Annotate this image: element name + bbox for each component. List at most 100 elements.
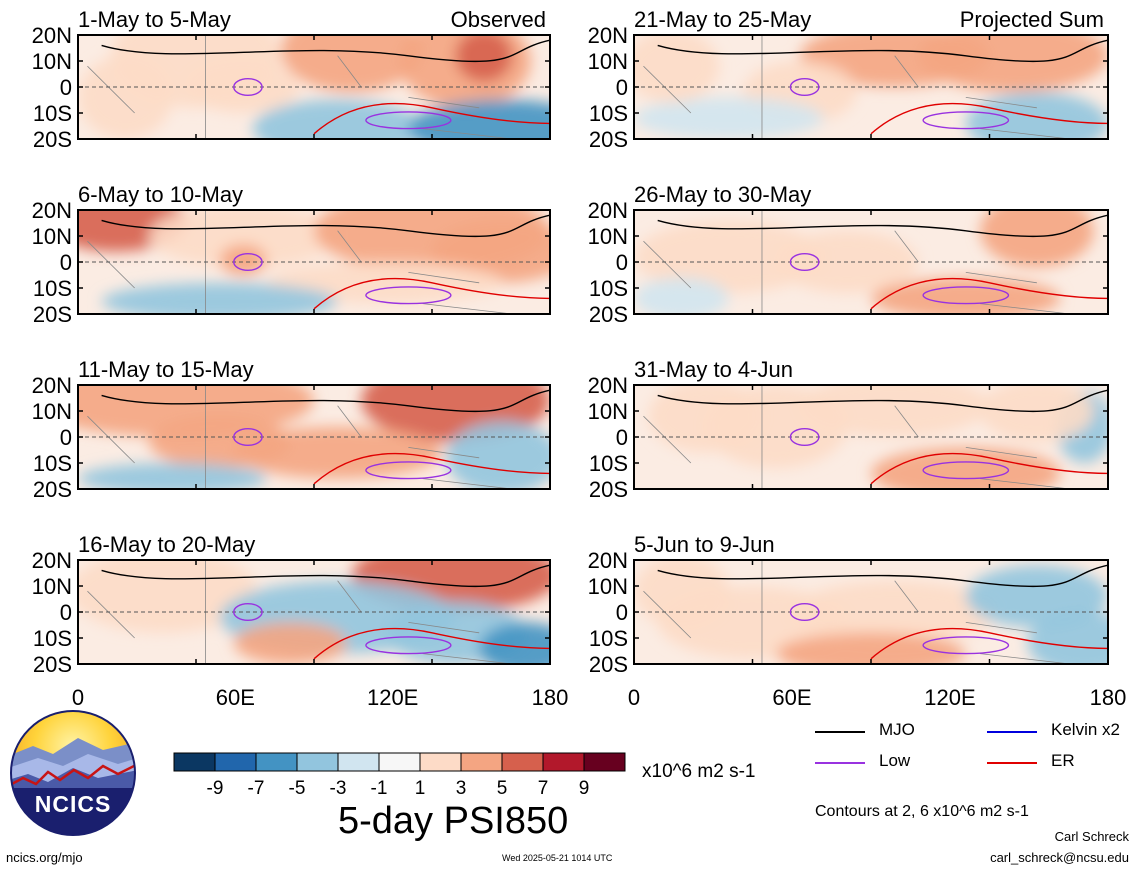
y-tick-label: 10S <box>589 451 628 476</box>
colorbar-tick-label: -5 <box>289 778 306 799</box>
legend-label-er: ER <box>1051 751 1075 770</box>
colorbar-tick-label: -7 <box>248 778 265 799</box>
y-tick-label: 20N <box>588 198 628 223</box>
y-tick-label: 20N <box>32 198 72 223</box>
y-tick-label: 0 <box>60 250 72 275</box>
colorbar-swatch <box>214 752 257 772</box>
y-tick-label: 20N <box>588 23 628 48</box>
y-tick-label: 20N <box>588 548 628 573</box>
colorbar-tick-label: 1 <box>415 778 426 799</box>
legend-line-mjo <box>815 731 865 733</box>
y-tick-label: 0 <box>60 600 72 625</box>
panel-label: Observed <box>451 7 546 32</box>
chart-title: 5-day PSI850 <box>338 800 569 842</box>
colorbar-tick-label: -1 <box>371 778 388 799</box>
y-tick-label: 10N <box>588 49 628 74</box>
footer-author: Carl Schreck <box>1054 829 1129 844</box>
colorbar-swatch <box>460 752 503 772</box>
footer-timestamp: Wed 2025-05-21 1014 UTC <box>502 853 613 863</box>
panel-label: Projected Sum <box>960 7 1104 32</box>
y-tick-label: 10S <box>33 451 72 476</box>
y-tick-label: 0 <box>616 75 628 100</box>
ncics-logo[interactable]: NCICS <box>8 708 138 838</box>
y-tick-label: 10N <box>588 399 628 424</box>
legend-line-low <box>815 762 865 764</box>
x-tick-label: 180 <box>1090 685 1127 710</box>
x-tick-label: 60E <box>216 685 255 710</box>
y-tick-label: 10S <box>33 626 72 651</box>
legend: MJO Kelvin x2 Low ER <box>815 718 1135 778</box>
y-tick-label: 0 <box>60 75 72 100</box>
footer-link[interactable]: ncics.org/mjo <box>6 850 83 865</box>
colorbar-tick-label: 5 <box>497 778 508 799</box>
y-tick-label: 0 <box>616 425 628 450</box>
y-tick-label: 20S <box>589 302 628 327</box>
panel-title: 6-May to 10-May <box>78 182 243 207</box>
y-tick-label: 0 <box>616 600 628 625</box>
y-tick-label: 0 <box>616 250 628 275</box>
panel-title: 11-May to 15-May <box>78 357 254 382</box>
colorbar-tick-label: -9 <box>207 778 224 799</box>
panel-title: 5-Jun to 9-Jun <box>634 532 775 557</box>
colorbar-tick-label: 3 <box>456 778 467 799</box>
footer-email[interactable]: carl_schreck@ncsu.edu <box>990 850 1129 865</box>
y-tick-label: 20N <box>32 373 72 398</box>
y-tick-label: 20S <box>33 652 72 677</box>
y-tick-label: 0 <box>60 425 72 450</box>
colorbar-tick-label: 7 <box>538 778 549 799</box>
y-tick-label: 10N <box>32 49 72 74</box>
y-tick-label: 20S <box>33 127 72 152</box>
y-tick-label: 10N <box>32 224 72 249</box>
y-tick-label: 10S <box>589 626 628 651</box>
legend-line-er <box>987 762 1037 764</box>
panel-title: 16-May to 20-May <box>78 532 255 557</box>
x-tick-label: 180 <box>532 685 569 710</box>
y-tick-label: 20S <box>589 127 628 152</box>
y-tick-label: 20N <box>32 23 72 48</box>
colorbar-swatch <box>173 752 216 772</box>
panel-title: 21-May to 25-May <box>634 7 811 32</box>
legend-label-mjo: MJO <box>879 720 915 739</box>
panel-title: 26-May to 30-May <box>634 182 811 207</box>
y-tick-label: 20N <box>32 548 72 573</box>
y-tick-label: 10N <box>32 574 72 599</box>
colorbar-swatch <box>419 752 462 772</box>
colorbar-swatch <box>255 752 298 772</box>
colorbar-swatch <box>542 752 585 772</box>
legend-label-low: Low <box>879 751 911 770</box>
panel-title: 31-May to 4-Jun <box>634 357 793 382</box>
colorbar-swatch <box>378 752 421 772</box>
colorbar-tick-label: 9 <box>579 778 590 799</box>
y-tick-label: 10N <box>32 399 72 424</box>
x-tick-label: 120E <box>924 685 975 710</box>
colorbar-swatch <box>583 752 626 772</box>
contour-note: Contours at 2, 6 x10^6 m2 s-1 <box>815 803 1029 820</box>
x-tick-label: 120E <box>367 685 418 710</box>
y-tick-label: 10N <box>588 224 628 249</box>
legend-line-kelvin <box>987 731 1037 733</box>
y-tick-label: 10N <box>588 574 628 599</box>
panel-title: 1-May to 5-May <box>78 7 231 32</box>
colorbar-swatch <box>501 752 544 772</box>
colorbar-swatch <box>337 752 380 772</box>
y-tick-label: 20S <box>589 477 628 502</box>
colorbar-units: x10^6 m2 s-1 <box>642 761 756 782</box>
y-tick-label: 20S <box>33 477 72 502</box>
y-tick-label: 10S <box>33 276 72 301</box>
colorbar: -9 -7 -5 -3 -1 1 3 5 7 9 <box>173 752 626 799</box>
x-tick-label: 0 <box>628 685 640 710</box>
logo-text: NCICS <box>35 791 112 817</box>
y-tick-label: 20N <box>588 373 628 398</box>
y-tick-label: 10S <box>33 101 72 126</box>
x-tick-label: 0 <box>72 685 84 710</box>
colorbar-tick-label: -3 <box>330 778 347 799</box>
y-tick-label: 20S <box>589 652 628 677</box>
y-tick-label: 10S <box>589 101 628 126</box>
